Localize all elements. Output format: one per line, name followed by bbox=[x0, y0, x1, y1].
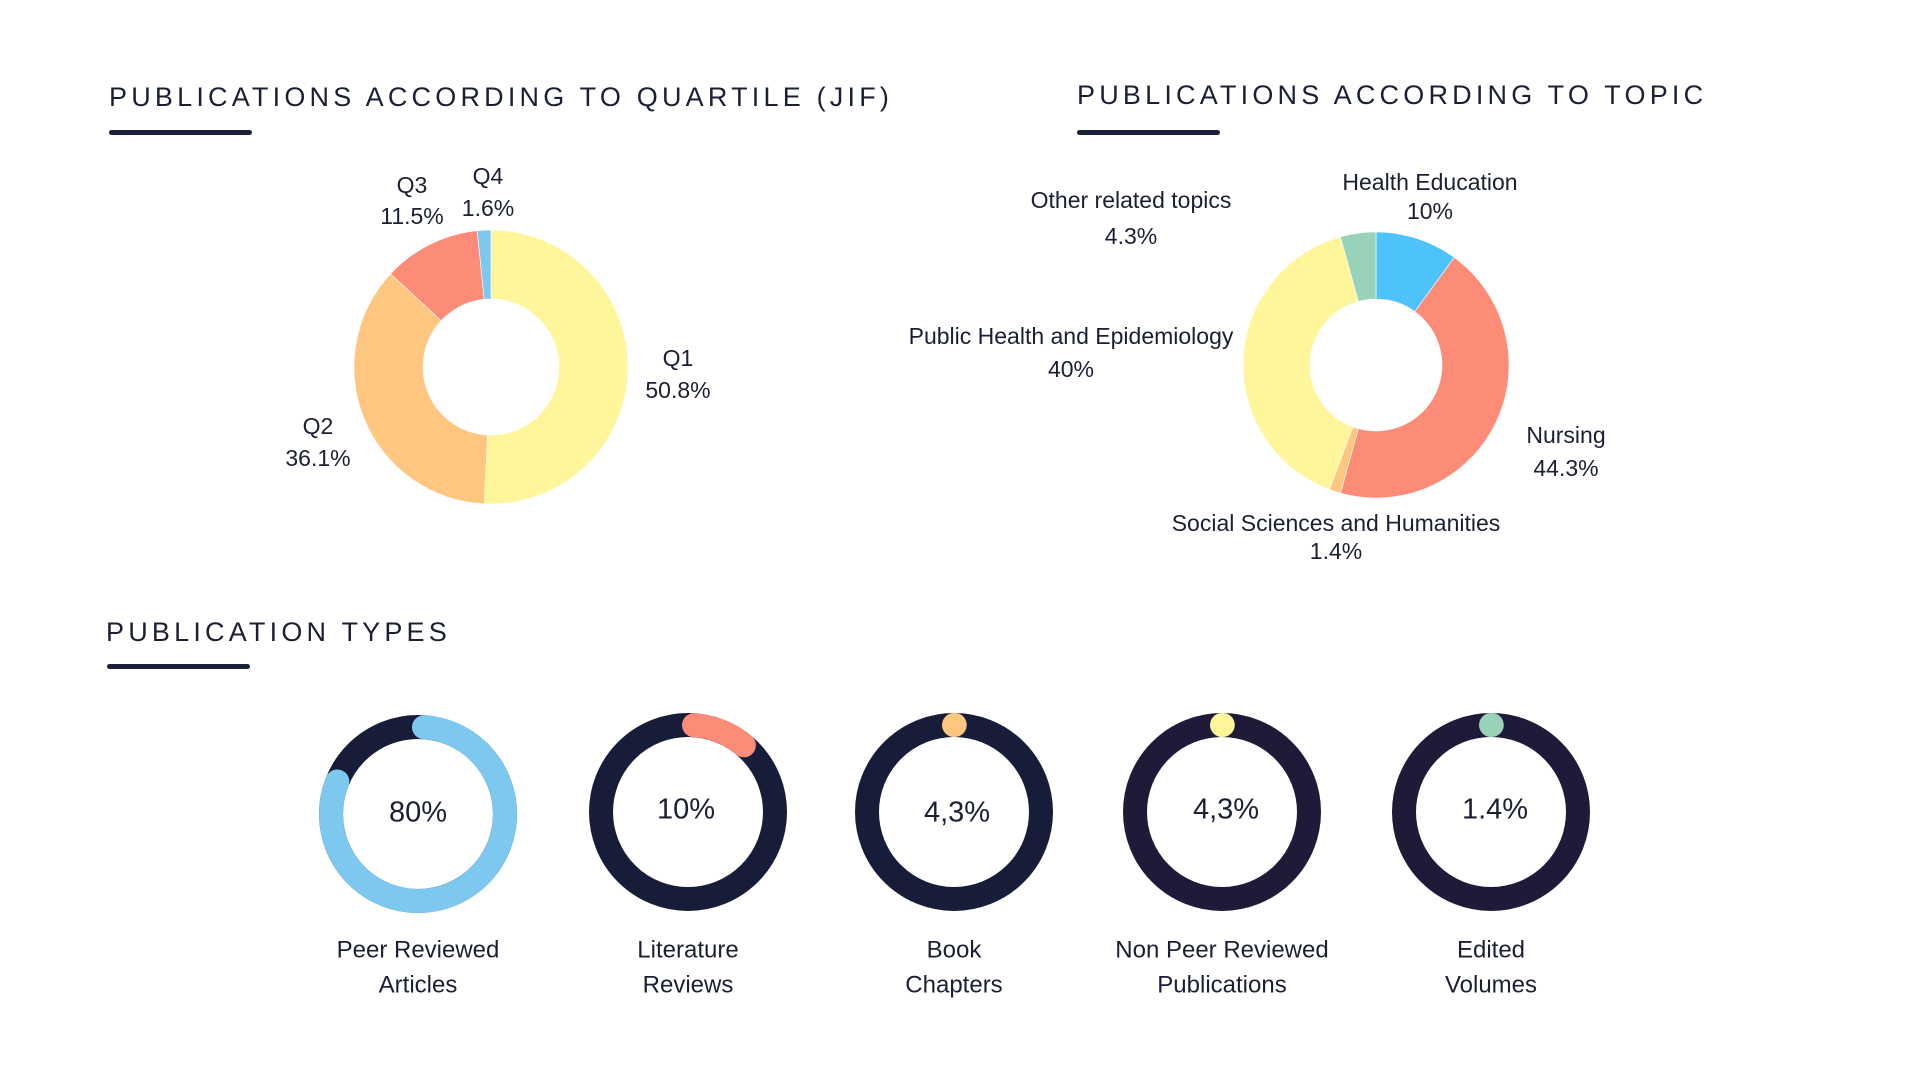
ring-caption-line2: Chapters bbox=[905, 971, 1002, 998]
ring-edited-volumes: 1.4% Edited Volumes bbox=[1392, 713, 1590, 998]
ring-book-chapters: 4,3% Book Chapters bbox=[855, 713, 1053, 998]
types-title-underline bbox=[107, 664, 250, 669]
ring-caption-line2: Publications bbox=[1157, 971, 1286, 998]
ring-caption-line2: Articles bbox=[379, 971, 458, 998]
public-health-label: Public Health and Epidemiology bbox=[909, 323, 1234, 349]
quartile-section-title: PUBLICATIONS ACCORDING TO QUARTILE (JIF) bbox=[109, 82, 894, 112]
q4-value-label: 1.6% bbox=[462, 195, 514, 221]
ring-literature-reviews: 10% Literature Reviews bbox=[589, 713, 787, 998]
other-topics-label: Other related topics bbox=[1031, 187, 1232, 213]
slice-public-health-and-epidemiology bbox=[1242, 236, 1359, 490]
topic-title-underline bbox=[1077, 130, 1220, 135]
types-section-title: PUBLICATION TYPES bbox=[106, 617, 451, 647]
ring-caption-line1: Literature bbox=[637, 936, 738, 963]
q3-value-label: 11.5% bbox=[380, 203, 444, 229]
publication-type-rings: 80% Peer Reviewed Articles 10% Literatur… bbox=[319, 713, 1590, 998]
ring-progress-arc bbox=[319, 715, 517, 913]
slice-q1 bbox=[483, 229, 629, 505]
ring-progress-arc bbox=[681, 713, 756, 758]
nursing-value-label: 44.3% bbox=[1533, 455, 1598, 481]
nursing-label: Nursing bbox=[1526, 422, 1605, 448]
topic-donut-chart bbox=[1242, 231, 1510, 499]
slice-other-related-topics bbox=[1340, 231, 1377, 302]
ring-value: 4,3% bbox=[924, 797, 990, 829]
public-health-value-label: 40% bbox=[1048, 356, 1094, 382]
q4-label: Q4 bbox=[473, 163, 504, 189]
health-education-label: Health Education bbox=[1342, 169, 1517, 195]
topic-section-title: PUBLICATIONS ACCORDING TO TOPIC bbox=[1077, 80, 1708, 110]
slice-nursing bbox=[1340, 256, 1510, 499]
ring-peer-reviewed-articles: 80% Peer Reviewed Articles bbox=[319, 715, 517, 998]
q1-value-label: 50.8% bbox=[645, 377, 710, 403]
ring-caption-line1: Book bbox=[927, 936, 983, 963]
q1-label: Q1 bbox=[663, 345, 694, 371]
ring-value: 10% bbox=[657, 794, 715, 826]
ring-value: 80% bbox=[389, 797, 447, 829]
other-topics-value-label: 4.3% bbox=[1105, 223, 1157, 249]
ring-non-peer-reviewed: 4,3% Non Peer Reviewed Publications bbox=[1115, 713, 1329, 998]
ring-caption-line2: Volumes bbox=[1445, 971, 1537, 998]
topic-labels: Health Education 10% Nursing 44.3% Socia… bbox=[909, 169, 1606, 564]
slice-q4 bbox=[476, 229, 492, 300]
health-education-value-label: 10% bbox=[1407, 198, 1453, 224]
ring-value: 4,3% bbox=[1193, 794, 1259, 826]
ring-value: 1.4% bbox=[1462, 794, 1528, 826]
q2-label: Q2 bbox=[303, 413, 334, 439]
q3-label: Q3 bbox=[397, 172, 428, 198]
q2-value-label: 36.1% bbox=[285, 445, 350, 471]
social-sciences-value-label: 1.4% bbox=[1310, 538, 1362, 564]
slice-q2 bbox=[353, 273, 488, 505]
quartile-title-underline bbox=[109, 130, 252, 135]
quartile-labels: Q1 50.8% Q2 36.1% Q3 11.5% Q4 1.6% bbox=[285, 163, 710, 471]
ring-caption-line1: Peer Reviewed bbox=[337, 936, 500, 963]
social-sciences-label: Social Sciences and Humanities bbox=[1172, 510, 1501, 536]
ring-caption-line1: Non Peer Reviewed bbox=[1115, 936, 1328, 963]
quartile-donut-chart bbox=[353, 229, 629, 505]
ring-caption-line2: Reviews bbox=[643, 971, 734, 998]
ring-caption-line1: Edited bbox=[1457, 936, 1525, 963]
